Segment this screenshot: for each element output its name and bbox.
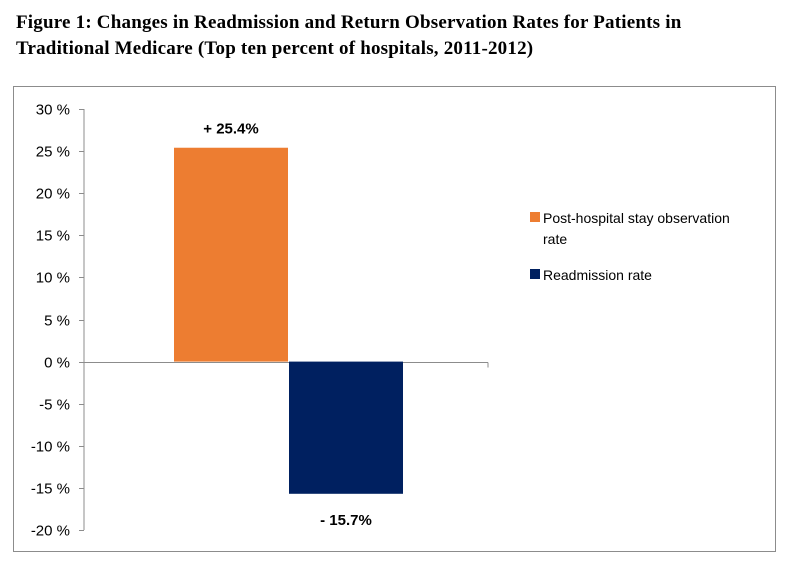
y-tick-label: -15 % xyxy=(31,481,70,498)
y-tick-label: -20 % xyxy=(31,523,70,540)
y-tick-label: 25 % xyxy=(36,144,70,161)
y-tick-label: 30 % xyxy=(36,102,70,119)
y-tick-label: 20 % xyxy=(36,186,70,203)
data-label: + 25.4% xyxy=(203,121,258,138)
y-tick-label: -5 % xyxy=(39,397,70,414)
chart-title-line-1: Figure 1: Changes in Readmission and Ret… xyxy=(16,12,682,33)
legend-swatch xyxy=(530,212,540,222)
bar-observation-rate xyxy=(174,147,288,362)
chart-title-line-2: Traditional Medicare (Top ten percent of… xyxy=(16,38,534,59)
chart-title: Figure 1: Changes in Readmission and Ret… xyxy=(16,10,786,62)
y-tick-label: 15 % xyxy=(36,228,70,245)
legend-label: rate xyxy=(543,231,567,247)
y-tick-label: 10 % xyxy=(36,270,70,287)
legend-swatch xyxy=(530,269,540,279)
legend-label: Readmission rate xyxy=(543,267,652,283)
data-label: - 15.7% xyxy=(320,512,372,529)
y-tick-label: -10 % xyxy=(31,439,70,456)
bar-readmission-rate xyxy=(289,361,403,494)
y-tick-label: 5 % xyxy=(44,313,70,330)
chart-frame xyxy=(13,86,776,552)
legend-label: Post-hospital stay observation xyxy=(543,210,730,226)
y-tick-label: 0 % xyxy=(44,355,70,372)
